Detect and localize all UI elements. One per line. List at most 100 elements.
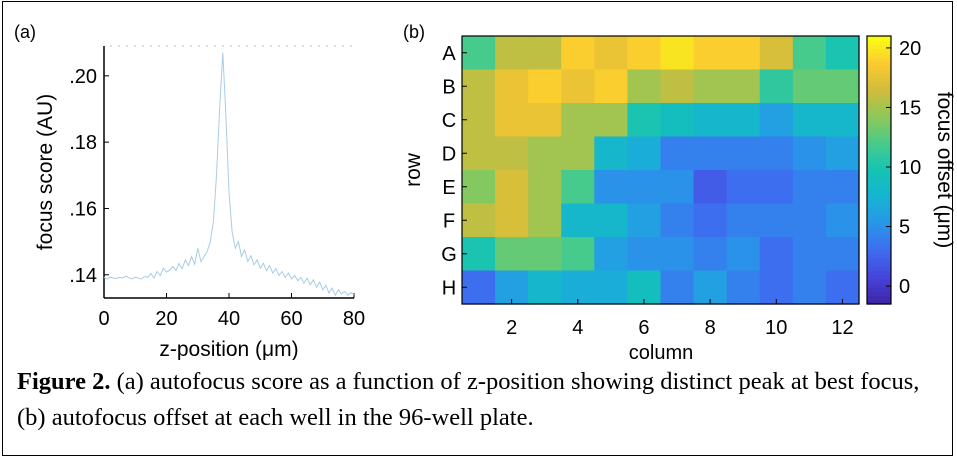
- heatmap-cell: [825, 237, 860, 272]
- x-tick-label: 40: [218, 308, 240, 330]
- column-label: 12: [831, 317, 853, 339]
- colorbar-segment: [867, 190, 891, 196]
- heatmap-cell: [561, 103, 595, 138]
- heatmap-cell: [693, 270, 728, 305]
- colorbar: [867, 36, 891, 305]
- heatmap-cell: [792, 103, 827, 138]
- colorbar-segment: [867, 140, 891, 146]
- x-tick-label: 20: [155, 308, 177, 330]
- colorbar-segment: [867, 69, 891, 75]
- heatmap-cell: [693, 136, 728, 171]
- row-label: A: [442, 43, 456, 65]
- x-tick-label: 0: [98, 308, 109, 330]
- colorbar-segment: [867, 73, 891, 79]
- heatmap-cells: [462, 36, 860, 305]
- colorbar-segment: [867, 253, 891, 259]
- colorbar-segment: [867, 149, 891, 154]
- colorbar-segment: [867, 211, 891, 217]
- heatmap-cell: [660, 170, 695, 205]
- y-tick-label: .16: [69, 198, 97, 220]
- heatmap-cell: [726, 237, 761, 272]
- colorbar-segment: [867, 241, 891, 246]
- heatmap-cell: [594, 36, 629, 71]
- colorbar-tick-label: 15: [899, 97, 921, 119]
- colorbar-border: [866, 35, 892, 305]
- colorbar-segment: [867, 174, 891, 179]
- colorbar-segment: [867, 161, 891, 167]
- y-tick-label: .20: [69, 66, 97, 88]
- heatmap-cell: [528, 203, 562, 238]
- colorbar-segment: [867, 237, 891, 242]
- heatmap-cell: [495, 69, 529, 104]
- y-tick-label: .14: [69, 265, 97, 287]
- panel-a: (a) 0 20 40 60 80 .14 .16 .18 .20 z-position (μm…: [14, 22, 365, 360]
- heatmap-cell: [759, 69, 794, 104]
- colorbar-tick-label: 0: [899, 276, 910, 298]
- colorbar-label: focus offset (μm): [933, 92, 956, 248]
- heatmap-cell: [594, 237, 629, 272]
- colorbar-segment: [867, 270, 891, 276]
- heatmap-cell: [825, 136, 860, 171]
- heatmap-cell: [561, 170, 595, 205]
- heatmap-cell: [759, 36, 794, 71]
- colorbar-segment: [867, 207, 891, 213]
- heatmap-cell: [561, 36, 595, 71]
- heatmap-cell: [627, 270, 662, 305]
- heatmap-cell: [825, 270, 860, 305]
- heatmap-cell: [594, 136, 629, 171]
- colorbar-segment: [867, 86, 891, 92]
- row-label: E: [442, 177, 455, 199]
- column-label: 6: [638, 317, 649, 339]
- heatmap-cell: [825, 69, 860, 104]
- heatmap-cell: [495, 170, 529, 205]
- colorbar-tick-label: 5: [899, 217, 910, 239]
- colorbar-segment: [867, 132, 891, 138]
- heatmap-cell: [693, 203, 728, 238]
- colorbar-segment: [867, 98, 891, 104]
- heatmap-cell: [462, 36, 496, 71]
- colorbar-segment: [867, 245, 891, 251]
- heatmap-cell: [726, 69, 761, 104]
- colorbar-segment: [867, 291, 891, 297]
- colorbar-segment: [867, 220, 891, 226]
- heatmap-cell: [528, 237, 562, 272]
- colorbar-segment: [867, 136, 891, 142]
- heatmap-cell: [726, 203, 761, 238]
- heatmap-cell: [462, 270, 496, 305]
- column-label: 10: [765, 317, 787, 339]
- heatmap-cell: [495, 270, 529, 305]
- heatmap-cell: [561, 270, 595, 305]
- heatmap-cell: [561, 69, 595, 104]
- colorbar-segment: [867, 224, 891, 230]
- colorbar-segment: [867, 266, 891, 272]
- heatmap-cell: [660, 69, 695, 104]
- colorbar-segment: [867, 103, 891, 108]
- heatmap-cell: [495, 136, 529, 171]
- colorbar-segment: [867, 107, 891, 112]
- heatmap-cell: [660, 203, 695, 238]
- heatmap-cell: [627, 237, 662, 272]
- heatmap-cell: [561, 203, 595, 238]
- heatmap-cell: [726, 36, 761, 71]
- colorbar-segment: [867, 278, 891, 284]
- colorbar-segment: [867, 165, 891, 171]
- heatmap-cell: [726, 103, 761, 138]
- colorbar-segment: [867, 199, 891, 205]
- colorbar-ticks: 0 5 10 15 20: [886, 38, 921, 298]
- colorbar-segment: [867, 36, 891, 41]
- colorbar-segment: [867, 178, 891, 184]
- heatmap-cell: [825, 103, 860, 138]
- panel-b-label: (b): [403, 22, 425, 42]
- colorbar-segment: [867, 52, 891, 58]
- panel-a-label: (a): [14, 22, 36, 42]
- heatmap-cell: [528, 103, 562, 138]
- heatmap-cell: [627, 136, 662, 171]
- x-tick-label: 60: [280, 308, 302, 330]
- colorbar-segment: [867, 111, 891, 117]
- heatmap-cell: [561, 237, 595, 272]
- heatmap-cell: [693, 103, 728, 138]
- colorbar-segment: [867, 90, 891, 96]
- colorbar-segment: [867, 82, 891, 87]
